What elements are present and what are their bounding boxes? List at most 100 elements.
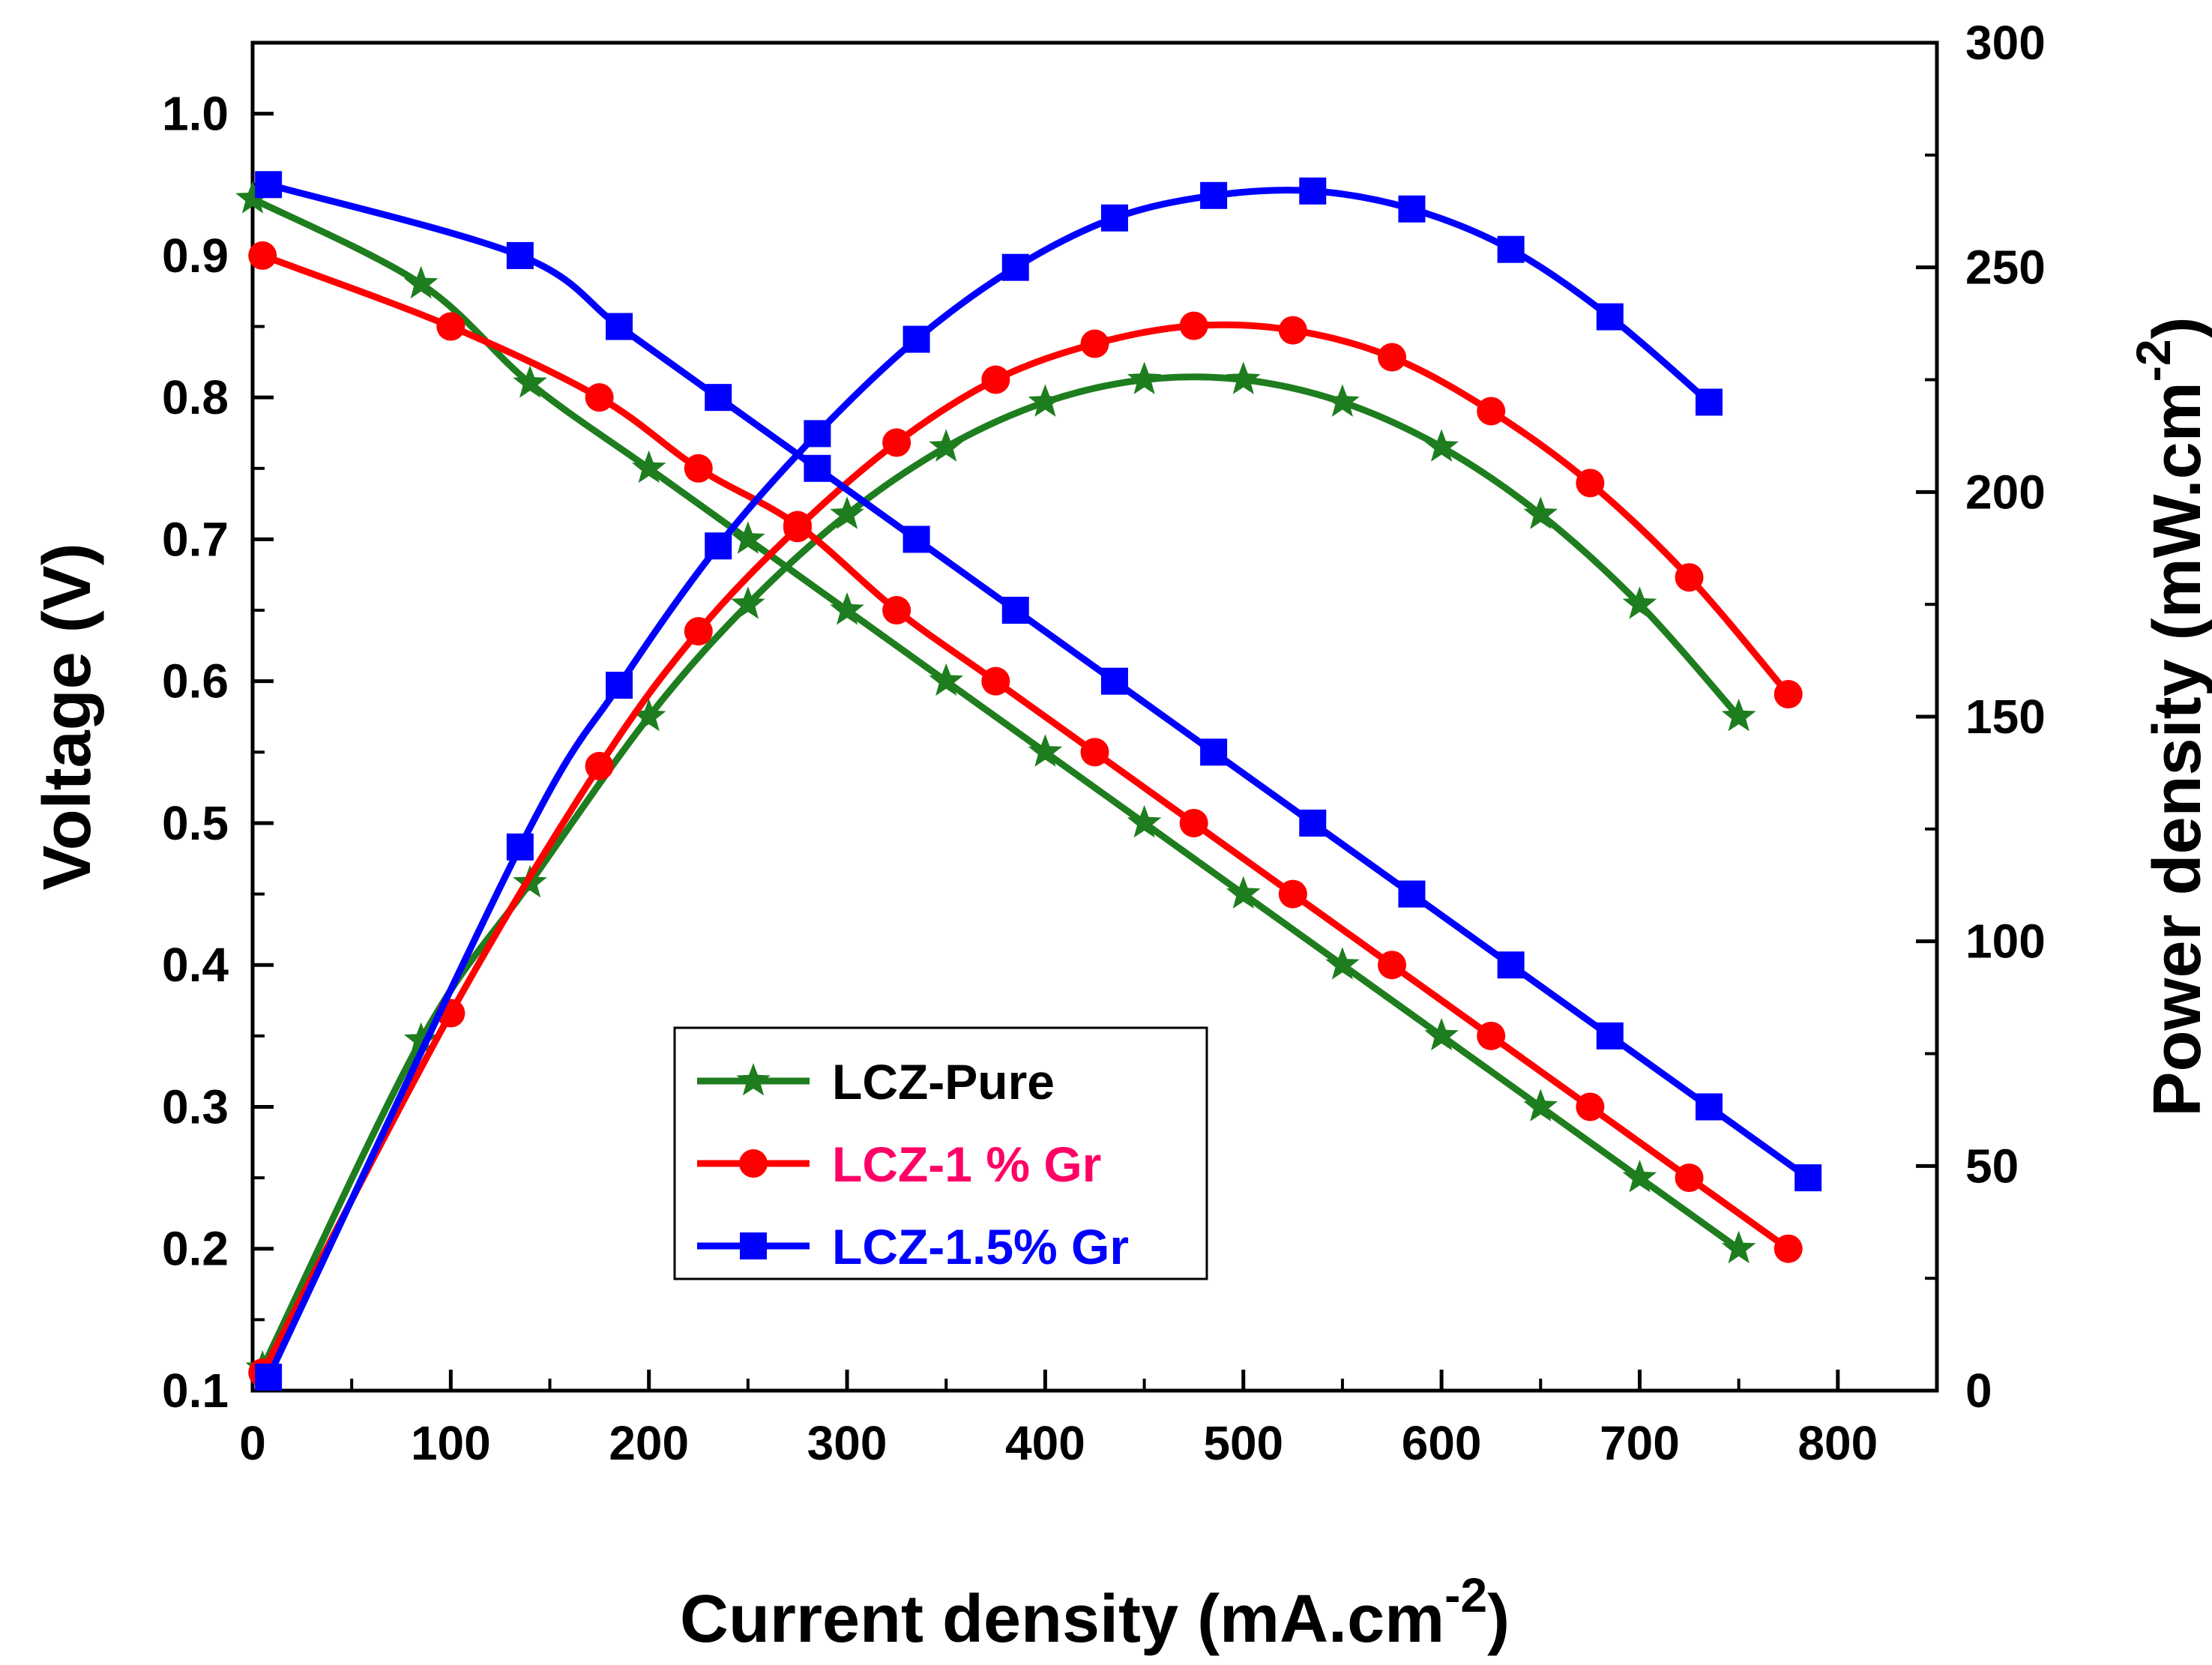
x-tick-label: 800 [1797, 1416, 1878, 1470]
y2-tick-label: 150 [1965, 690, 2046, 744]
voltage-point [1576, 1092, 1605, 1121]
legend-swatch-marker [740, 1232, 767, 1259]
voltage-point [248, 241, 277, 270]
legend-swatch-marker [736, 1063, 771, 1096]
voltage-point [606, 313, 633, 340]
power-point [981, 365, 1010, 394]
power-point [783, 514, 812, 543]
power-point [506, 833, 534, 861]
voltage-point [403, 265, 439, 299]
power-point [1028, 384, 1063, 417]
voltage-point [255, 171, 283, 199]
voltage-point [929, 663, 964, 696]
x-tick-label: 400 [1005, 1416, 1085, 1470]
power-point [1523, 496, 1558, 529]
voltage-point [1398, 880, 1426, 908]
power-point [830, 496, 864, 529]
power-point [1424, 429, 1459, 462]
y-axis-title: Voltage (V) [30, 543, 105, 890]
power-point [255, 1364, 283, 1391]
voltage-point [882, 596, 911, 625]
voltage-point [1721, 1230, 1756, 1264]
voltage-point [1497, 951, 1525, 979]
power-point [606, 672, 633, 699]
x-tick-label: 500 [1203, 1416, 1283, 1470]
voltage-point [1523, 1089, 1558, 1121]
voltage-point [1100, 667, 1128, 695]
y2-tick-label: 200 [1965, 465, 2046, 519]
voltage-point [1127, 804, 1162, 838]
voltage-point [1001, 597, 1029, 624]
x-tick-label: 600 [1402, 1416, 1482, 1470]
voltage-point [1794, 1164, 1822, 1192]
power-point [1127, 361, 1162, 394]
axis-titles: Current density (mA.cm-2) Voltage (V) Powe… [30, 316, 2212, 1657]
power-point [1001, 253, 1029, 281]
y2-tick-label: 50 [1965, 1139, 2019, 1193]
voltage-point [1200, 738, 1228, 766]
voltage-point [1424, 1017, 1459, 1051]
voltage-point [1080, 738, 1109, 767]
voltage-point [1278, 879, 1307, 909]
y-tick-label: 0.7 [162, 512, 229, 566]
voltage-point [506, 241, 534, 269]
power-point [705, 532, 732, 560]
y2-axis-title-main: Power density (mW.cm [2140, 382, 2212, 1116]
x-axis-title-main: Current density (mA.cm [680, 1582, 1444, 1657]
power-point [1278, 316, 1307, 345]
y-tick-label: 0.6 [162, 654, 229, 708]
voltage-point [1028, 734, 1063, 767]
legend-swatch-marker [739, 1149, 768, 1178]
y-tick-label: 0.3 [162, 1080, 229, 1133]
y2-tick-label: 0 [1965, 1364, 1992, 1418]
voltage-point [1675, 1163, 1704, 1193]
voltage-point [981, 666, 1010, 696]
power-point [902, 325, 930, 353]
voltage-point [1179, 808, 1208, 837]
voltage-point [1773, 1234, 1803, 1263]
voltage-point [436, 312, 465, 341]
legend-label: LCZ-Pure [832, 1054, 1055, 1110]
power-point [804, 420, 831, 448]
voltage-point [1378, 951, 1407, 980]
x-axis-title-superscript: -2 [1444, 1568, 1487, 1622]
x-tick-label: 0 [239, 1416, 266, 1470]
power-point [1477, 397, 1506, 426]
power-point [1622, 586, 1657, 619]
voltage-point [1695, 1093, 1723, 1121]
axes: 0 100 200 300 400 500 600 700 8000.10.20.30.40.5… [162, 16, 2046, 1470]
voltage-point [631, 450, 666, 484]
x-axis-title: Current density (mA.cm-2) [680, 1568, 1510, 1657]
x-tick-label: 300 [807, 1416, 887, 1470]
voltage-point [1477, 1021, 1506, 1050]
power-point [731, 586, 765, 619]
voltage-point [1596, 1022, 1624, 1050]
power-point [1721, 699, 1756, 732]
power-line [265, 187, 1711, 1379]
y2-tick-label: 300 [1965, 16, 2046, 70]
power-point [1100, 204, 1128, 232]
power-point [882, 428, 911, 457]
voltage-point [804, 454, 831, 482]
y2-tick-label: 250 [1965, 241, 2046, 295]
y-tick-label: 0.4 [162, 938, 229, 992]
power-point [585, 751, 614, 780]
voltage-point [1226, 876, 1261, 909]
x-tick-label: 700 [1600, 1416, 1680, 1470]
power-point [1378, 343, 1407, 372]
x-tick-label: 200 [609, 1416, 689, 1470]
power-point [1080, 329, 1109, 358]
voltage-point [513, 365, 547, 398]
legend: LCZ-Pure LCZ-1 % Gr LCZ-1.5% Gr [673, 1026, 1208, 1280]
voltage-point [1299, 809, 1327, 837]
y-tick-label: 0.8 [162, 370, 229, 424]
y-tick-label: 0.1 [162, 1364, 229, 1418]
y-tick-label: 1.0 [162, 87, 229, 141]
power-point [1179, 311, 1208, 340]
y-tick-label: 0.5 [162, 796, 229, 850]
power-point [403, 1022, 439, 1055]
y2-axis-title-end: ) [2140, 316, 2212, 339]
voltage-point [585, 383, 614, 412]
